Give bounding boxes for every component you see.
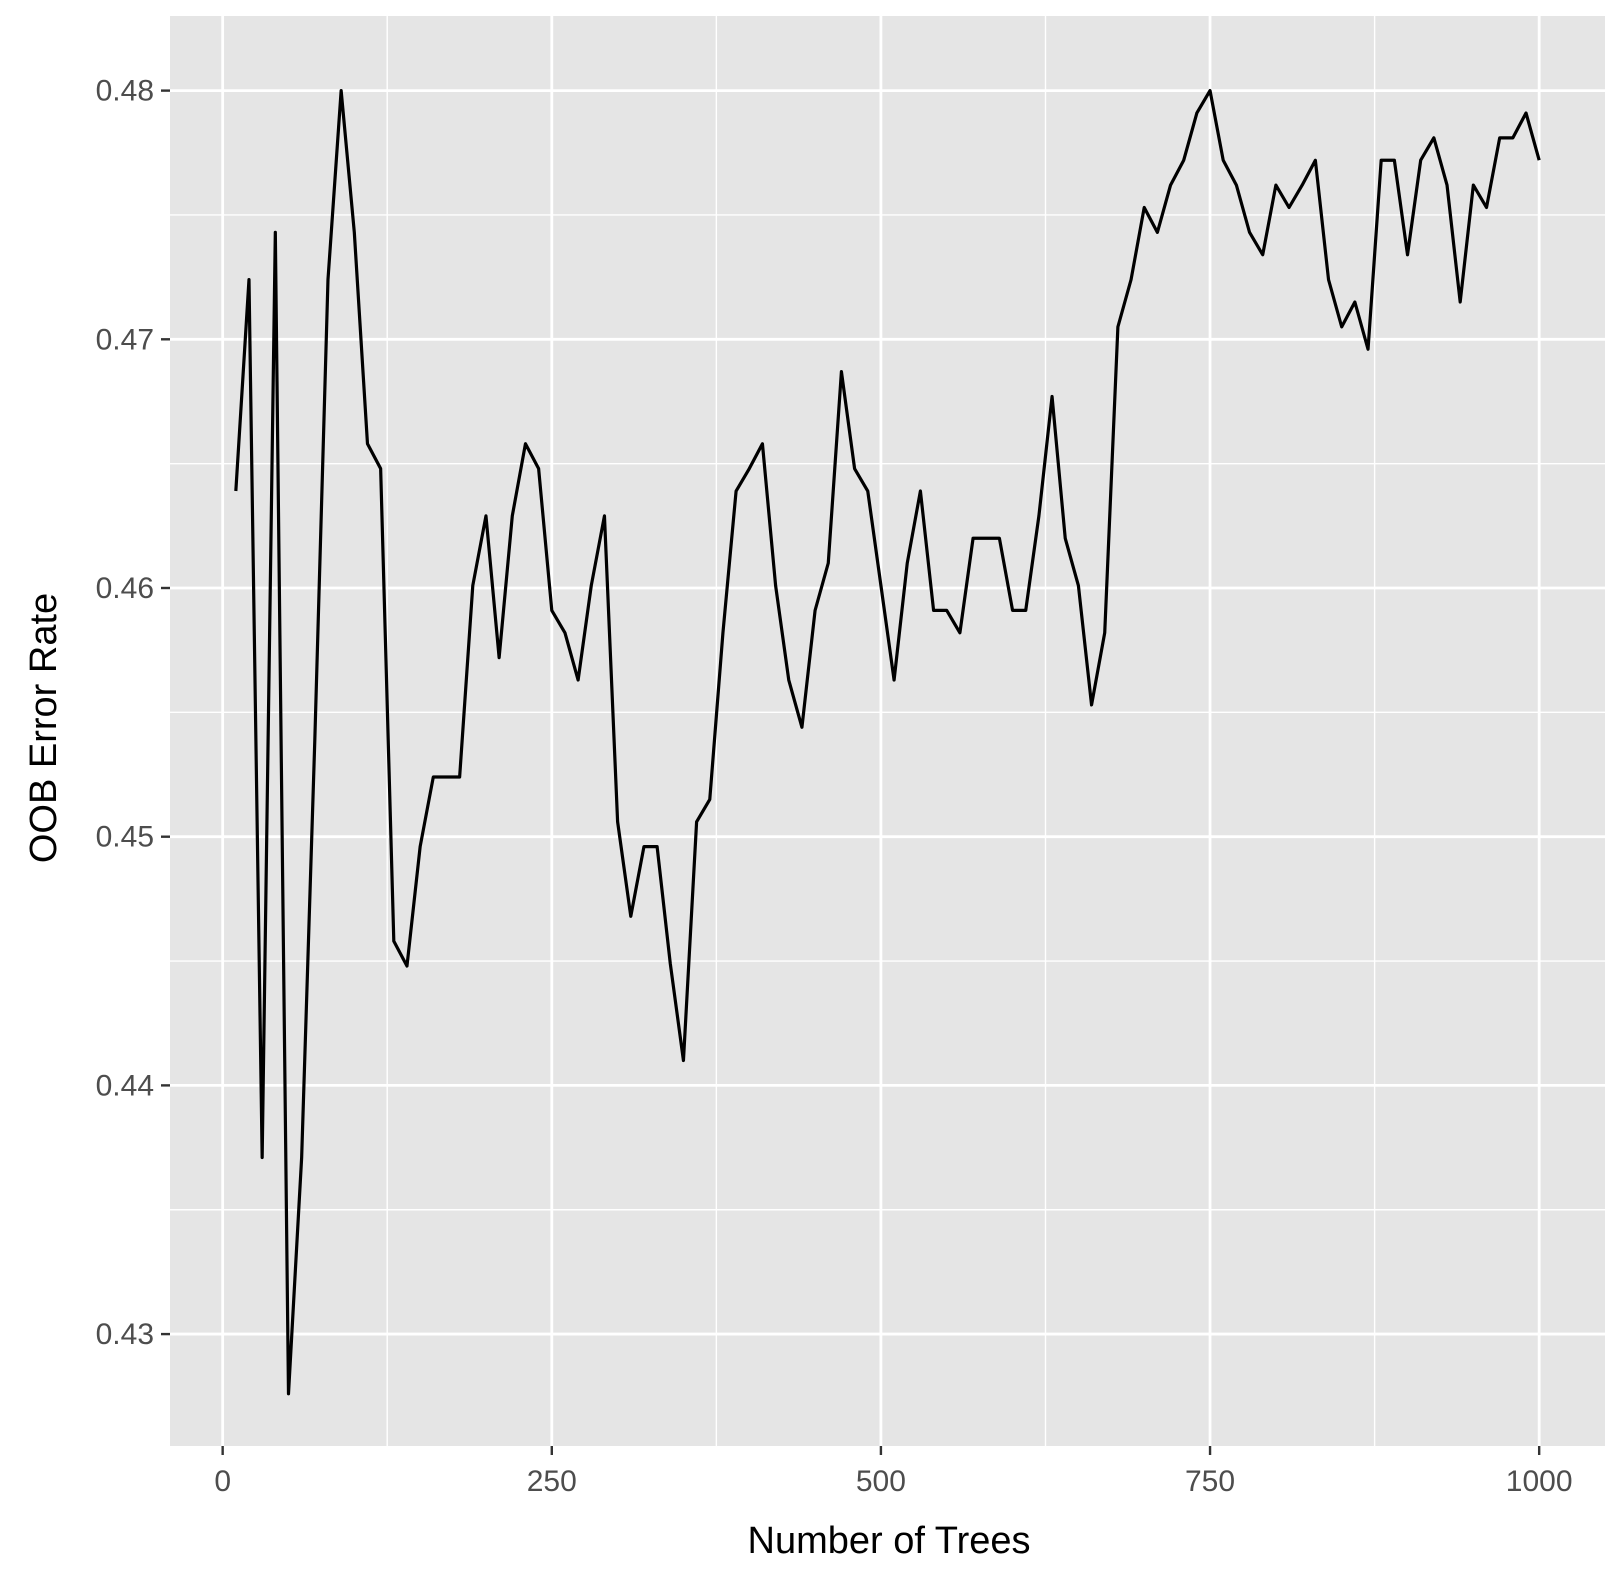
series-layer (234, 89, 1541, 1396)
plot-panel (170, 16, 1605, 1446)
y-tick-label: 0.47 (96, 323, 154, 356)
x-tick-label: 0 (214, 1465, 231, 1498)
y-tick-label: 0.45 (96, 821, 154, 854)
series-line (234, 89, 1541, 1396)
y-tick-label: 0.43 (96, 1318, 154, 1351)
major-gridlines (170, 16, 1605, 1446)
y-tick-label: 0.46 (96, 572, 154, 605)
x-tick-label: 1000 (1506, 1465, 1573, 1498)
y-tick-label: 0.48 (96, 75, 154, 108)
x-tick-label: 250 (527, 1465, 577, 1498)
y-axis-title: OOB Error Rate (23, 593, 65, 863)
x-tick-label: 750 (1185, 1465, 1235, 1498)
tick-labels: 0 250 500 750 1000 0.43 0.44 0.45 0.46 0.47 0.48 (96, 75, 1573, 1498)
x-tick-label: 500 (856, 1465, 906, 1498)
axis-ticks (161, 89, 1541, 1455)
x-axis-title: Number of Trees (748, 1520, 1031, 1562)
y-tick-label: 0.44 (96, 1069, 154, 1102)
